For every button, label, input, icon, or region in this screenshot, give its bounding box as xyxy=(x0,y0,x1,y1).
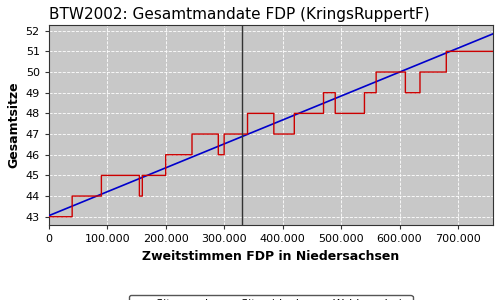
Legend: Sitze real, Sitze ideal, Wahlergebnis: Sitze real, Sitze ideal, Wahlergebnis xyxy=(129,295,412,300)
Y-axis label: Gesamtsitze: Gesamtsitze xyxy=(7,81,20,168)
Text: BTW2002: Gesamtmandate FDP (KringsRuppertF): BTW2002: Gesamtmandate FDP (KringsRupper… xyxy=(49,7,430,22)
X-axis label: Zweitstimmen FDP in Niedersachsen: Zweitstimmen FDP in Niedersachsen xyxy=(142,250,400,262)
